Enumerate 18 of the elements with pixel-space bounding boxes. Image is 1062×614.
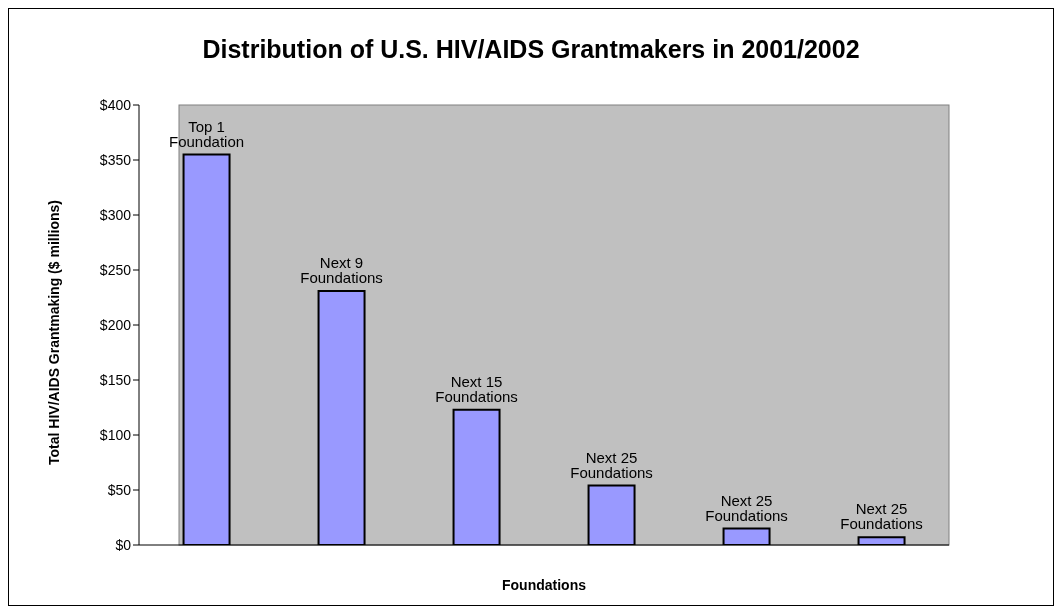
y-tick-label: $350 — [99, 151, 132, 168]
chart-title: Distribution of U.S. HIV/AIDS Grantmakers in 2001/2002 — [201, 35, 861, 64]
x-tick-label: Next 9 Foundations — [300, 253, 383, 286]
y-tick-label: $50 — [107, 481, 132, 498]
x-tick-label: Next 25 Foundations — [705, 491, 788, 524]
y-tick-label: $400 — [99, 96, 132, 113]
x-tick-label: Next 15 Foundations — [435, 372, 518, 405]
y-tick-label: $100 — [99, 426, 132, 443]
y-axis-title: Total HIV/AIDS Grantmaking ($ millions) — [45, 200, 62, 465]
x-tick-label: Next 25 Foundations — [570, 448, 653, 481]
y-tick-label: $300 — [99, 206, 132, 223]
x-tick-label: Next 25 Foundations — [840, 500, 923, 533]
y-tick-label: $200 — [99, 316, 132, 333]
y-tick-label: $250 — [99, 261, 132, 278]
y-tick-label: $0 — [115, 536, 132, 553]
y-tick-label: $150 — [99, 371, 132, 388]
x-axis-title: Foundations — [502, 577, 587, 593]
x-tick-label: Top 1 Foundation — [169, 117, 245, 150]
